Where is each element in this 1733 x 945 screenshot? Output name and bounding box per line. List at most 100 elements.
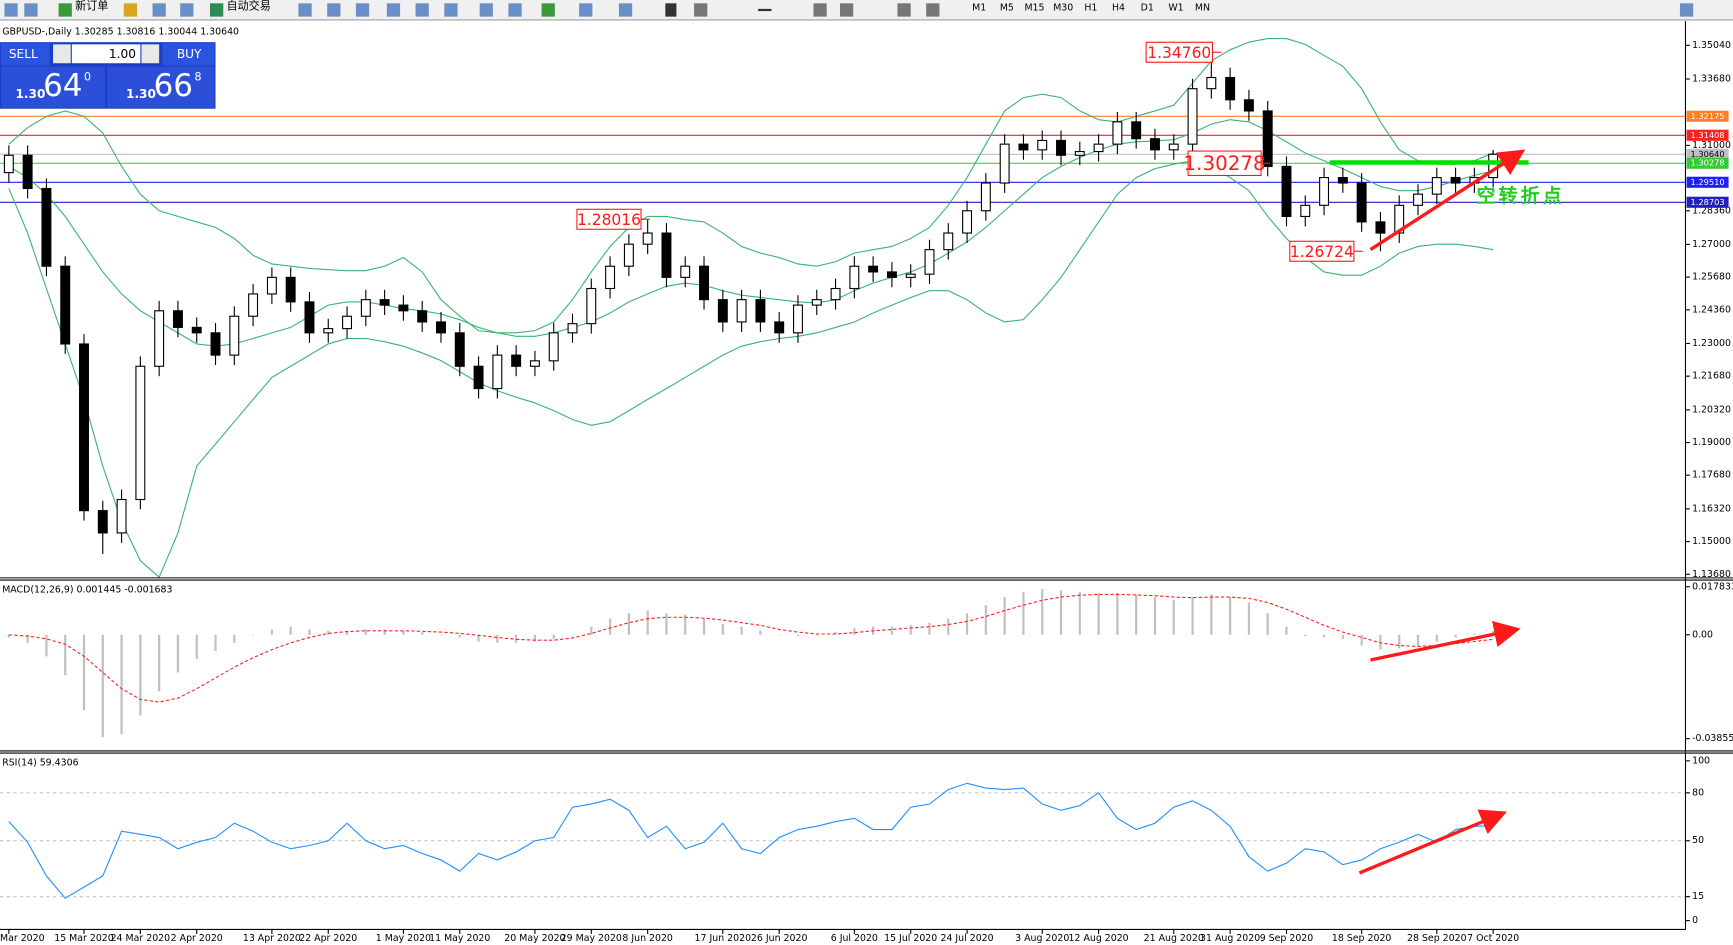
icon[interactable]: [541, 3, 555, 17]
macd-bar: [1435, 634, 1438, 642]
candle-body: [905, 273, 916, 278]
macd-bar: [928, 622, 931, 635]
y-tick-label: 80: [1692, 787, 1704, 798]
buy-label[interactable]: BUY: [177, 47, 202, 61]
x-tick-label: 11 May 2020: [429, 933, 490, 944]
macd-bar: [1229, 597, 1232, 635]
icon[interactable]: [386, 3, 401, 17]
icon[interactable]: [415, 3, 429, 17]
icon[interactable]: [4, 3, 18, 17]
candle-body: [999, 143, 1010, 184]
candle-body: [548, 332, 559, 362]
macd-panel: MACD(12,26,9) 0.001445 -0.001683 0.017833…: [2, 581, 1733, 744]
candle-body: [60, 265, 71, 345]
icon[interactable]: [24, 3, 38, 17]
timeframe-button[interactable]: M5: [1000, 2, 1014, 13]
lots-value[interactable]: 1.00: [109, 47, 136, 61]
y-tick-label: 15: [1692, 891, 1704, 902]
candle-body: [868, 265, 879, 273]
candle-body: [379, 299, 390, 306]
macd-bar: [402, 630, 405, 635]
lots-up[interactable]: [141, 44, 160, 64]
price-label-box: [1187, 150, 1262, 177]
icon[interactable]: [665, 3, 677, 17]
macd-bar: [251, 634, 255, 636]
timeframe-button[interactable]: M15: [1024, 2, 1044, 13]
sell-label[interactable]: SELL: [9, 47, 38, 61]
icon[interactable]: [758, 8, 772, 12]
timeframe-button[interactable]: D1: [1141, 2, 1154, 13]
icon[interactable]: [694, 3, 708, 17]
macd-bar: [1266, 613, 1269, 635]
toolbar: [0, 0, 1733, 20]
icon[interactable]: [839, 3, 854, 17]
icon[interactable]: [152, 3, 166, 17]
candle-body: [755, 299, 766, 323]
timeframe-button[interactable]: H4: [1112, 2, 1125, 13]
icon[interactable]: [579, 3, 593, 17]
lots-down[interactable]: [53, 44, 71, 64]
auto-trading-button[interactable]: 自动交易: [227, 0, 271, 13]
candle-body: [529, 360, 540, 367]
macd-bar: [139, 634, 142, 716]
candle-body: [1074, 151, 1085, 156]
candle-body: [605, 265, 616, 290]
rsi-arrow: [1358, 809, 1508, 875]
candle-body: [1262, 110, 1273, 167]
sell-button[interactable]: [1, 43, 50, 66]
icon[interactable]: [479, 3, 493, 17]
buy-button[interactable]: [162, 43, 215, 66]
chart-header: GBPUSD-,Daily 1.30285 1.30816 1.30044 1.…: [2, 27, 239, 38]
macd-bar: [815, 634, 818, 636]
icon[interactable]: [444, 3, 458, 17]
candle-body: [793, 304, 803, 334]
x-tick-label: 15 Mar 2020: [54, 933, 114, 944]
macd-bar: [909, 625, 912, 635]
timeframe-button[interactable]: M30: [1053, 2, 1073, 13]
x-tick-label: Mar 2020: [0, 933, 45, 944]
macd-bar: [1304, 634, 1307, 637]
icon[interactable]: [209, 3, 224, 17]
icon[interactable]: [327, 3, 341, 17]
icon[interactable]: [926, 3, 940, 17]
macd-bar: [82, 634, 86, 711]
icon[interactable]: [355, 3, 370, 17]
icon[interactable]: [1679, 3, 1694, 17]
macd-bar: [195, 634, 198, 660]
plot-area: [8, 782, 1494, 899]
candle-body: [154, 310, 165, 367]
macd-bar: [627, 613, 630, 635]
new-order-button[interactable]: 新订单: [75, 0, 108, 13]
icon[interactable]: [58, 3, 72, 17]
lots-field[interactable]: [71, 44, 141, 64]
x-tick-label: 20 May 2020: [504, 933, 565, 944]
macd-bar: [853, 628, 856, 635]
timeframe-button[interactable]: W1: [1168, 2, 1183, 13]
icon[interactable]: [618, 3, 633, 17]
icon[interactable]: [298, 3, 312, 17]
candle-body: [1037, 139, 1048, 151]
candle-body: [1093, 143, 1104, 153]
x-tick-label: 28 Sep 2020: [1407, 933, 1467, 944]
candle-body: [191, 326, 202, 334]
icon[interactable]: [180, 3, 194, 17]
icon[interactable]: [813, 3, 827, 17]
icon[interactable]: [123, 3, 138, 17]
y-tick-label: 1.16320: [1692, 503, 1731, 514]
price-level-label: 1.29510: [1690, 177, 1724, 187]
timeframe-button[interactable]: H1: [1084, 2, 1097, 13]
icon[interactable]: [508, 3, 522, 17]
macd-bar: [646, 610, 649, 635]
icon[interactable]: [897, 3, 911, 17]
sell-price-box[interactable]: [1, 66, 105, 108]
timeframe-button[interactable]: M1: [972, 2, 986, 13]
x-tick-label: 17 Jun 2020: [695, 933, 751, 944]
macd-bar: [1191, 597, 1194, 635]
buy-price-box[interactable]: [107, 66, 215, 108]
y-tick-label: 1.20320: [1692, 404, 1731, 415]
y-tick-label: 1.25680: [1692, 272, 1731, 283]
y-tick-label: 1.35040: [1692, 40, 1731, 51]
timeframe-button[interactable]: MN: [1195, 2, 1210, 13]
